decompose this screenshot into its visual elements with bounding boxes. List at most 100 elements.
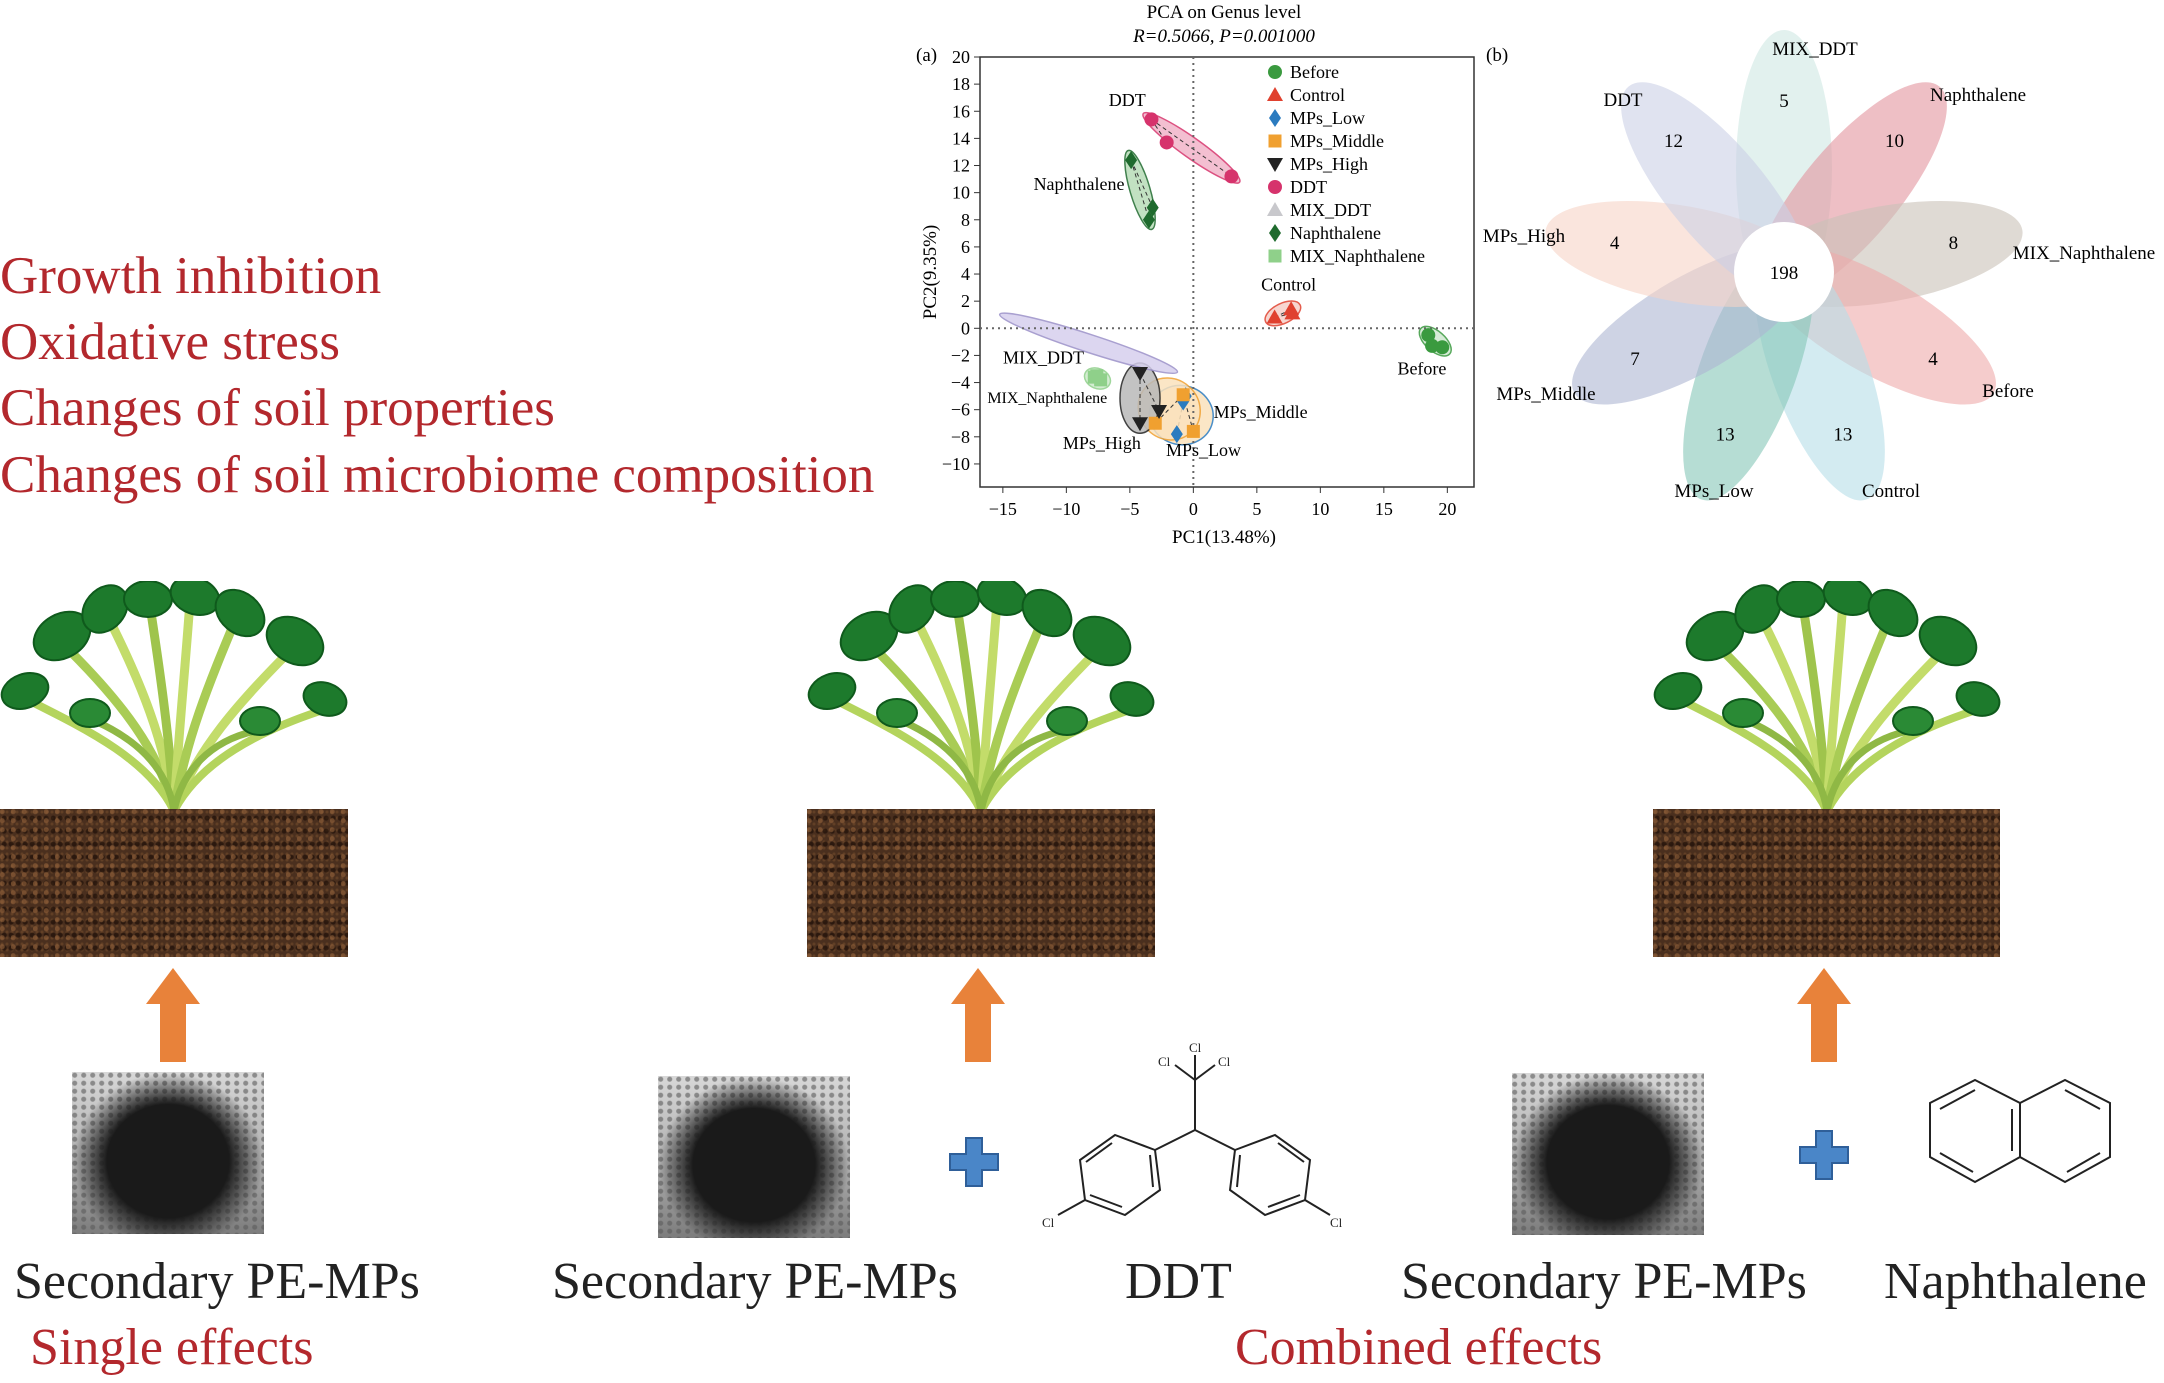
pca-y-axis-label: PC2(9.35%) xyxy=(920,225,941,319)
legend-marker xyxy=(1267,87,1283,101)
legend-marker xyxy=(1269,224,1281,242)
panel-a-label: (a) xyxy=(916,45,937,66)
venn-core xyxy=(1734,222,1834,322)
pe-mps-powder-image xyxy=(1512,1073,1704,1235)
annotation-label: MPs_Low xyxy=(1166,440,1241,460)
annotation-label: MPs_High xyxy=(1063,433,1141,453)
venn-unique-count: 13 xyxy=(1833,425,1852,446)
venn-petal-label: MPs_Middle xyxy=(1496,384,1595,405)
pca-points xyxy=(1087,112,1450,444)
y-tick-label: 4 xyxy=(961,264,970,284)
effect-microbiome-composition: Changes of soil microbiome composition xyxy=(0,446,875,504)
point-control xyxy=(1284,305,1301,320)
point-ddt xyxy=(1159,135,1174,150)
venn-flower-diagram: 198 5 MIX_DDT 10 Naphthalene 8 MIX_Naphthalene… xyxy=(1483,30,2155,502)
y-tick-label: −8 xyxy=(951,427,970,447)
pca-title: PCA on Genus level xyxy=(1147,2,1302,23)
legend-item: Before xyxy=(1290,62,1339,82)
legend-item: Control xyxy=(1290,85,1345,105)
effect-soil-properties: Changes of soil properties xyxy=(0,379,555,437)
x-tick-label: −5 xyxy=(1120,499,1139,519)
venn-unique-count: 4 xyxy=(1610,233,1620,254)
atom-cl: Cl xyxy=(1158,1054,1171,1069)
group-link xyxy=(1139,372,1160,412)
legend-marker xyxy=(1268,134,1282,148)
atom-cl: Cl xyxy=(1042,1215,1055,1230)
venn-petal-label: MPs_Low xyxy=(1674,481,1753,502)
ellipse-mix-ddt xyxy=(998,312,1179,375)
plus-icon xyxy=(948,1136,1000,1188)
point-mps-high xyxy=(1151,405,1168,420)
plant-image xyxy=(1653,581,2001,811)
x-tick-label: 0 xyxy=(1189,499,1198,519)
legend-item: DDT xyxy=(1290,177,1327,197)
atom-cl: Cl xyxy=(1189,1040,1202,1055)
pca-legend: Before Control MPs_Low MPs_Middle MPs_High DD… xyxy=(1267,62,1425,266)
annotation-label: Control xyxy=(1261,274,1316,294)
soil-image xyxy=(1653,809,2000,957)
venn-unique-count: 10 xyxy=(1885,131,1904,152)
venn-petal-label: MIX_Naphthalene xyxy=(2013,243,2155,264)
plant-image xyxy=(0,581,348,811)
pca-axes: −15 −10 −5 0 5 10 15 20 −10 −8 −6 −4 −2 0 2 4 6 8 10 12 14 16… xyxy=(942,47,1475,519)
legend-marker xyxy=(1268,65,1282,79)
legend-item: MIX_Naphthalene xyxy=(1290,246,1425,266)
x-tick-label: 5 xyxy=(1252,499,1261,519)
combined-effects-label: Combined effects xyxy=(1235,1319,1603,1376)
venn-petal-label: MPs_High xyxy=(1483,226,1566,247)
pca-annotations: DDT Naphthalene Control Before MIX_DDT MIX_Na… xyxy=(987,90,1446,460)
venn-core-count: 198 xyxy=(1770,263,1799,284)
plant-image xyxy=(807,581,1155,811)
point-naphthalene xyxy=(1125,151,1138,170)
point-ddt xyxy=(1224,169,1239,184)
legend-marker xyxy=(1267,158,1283,172)
legend-marker xyxy=(1269,109,1281,127)
venn-unique-count: 5 xyxy=(1779,91,1789,112)
point-mps-middle xyxy=(1148,416,1162,430)
point-control xyxy=(1266,309,1283,324)
x-tick-label: 15 xyxy=(1375,499,1393,519)
legend-item: MPs_Middle xyxy=(1290,131,1384,151)
caption-ddt: DDT xyxy=(1125,1253,1232,1310)
soil-image xyxy=(807,809,1155,957)
y-tick-label: 10 xyxy=(952,183,970,203)
point-mix-naphthalene xyxy=(1087,370,1101,384)
y-tick-label: 8 xyxy=(961,210,970,230)
point-mps-high xyxy=(1132,417,1149,432)
caption-pe-mps: Secondary PE-MPs xyxy=(552,1253,958,1310)
legend-item: Naphthalene xyxy=(1290,223,1381,243)
group-link xyxy=(1151,118,1232,177)
venn-unique-count: 4 xyxy=(1928,349,1938,370)
venn-unique-count: 7 xyxy=(1630,349,1640,370)
arrow-up-icon xyxy=(146,968,200,1062)
venn-unique-count: 13 xyxy=(1716,425,1735,446)
annotation-label: MPs_Middle xyxy=(1214,402,1308,422)
venn-petal-label: Before xyxy=(1982,381,2034,402)
y-tick-label: −10 xyxy=(942,454,970,474)
soil-image xyxy=(0,809,348,957)
pca-chart: PCA on Genus level R=0.5066, P=0.001000 … xyxy=(916,2,2155,548)
y-tick-label: 18 xyxy=(952,74,970,94)
single-effects-label: Single effects xyxy=(30,1319,314,1376)
annotation-label: MIX_DDT xyxy=(1003,348,1084,368)
point-mps-middle xyxy=(1176,388,1190,402)
venn-petal-label: DDT xyxy=(1603,90,1642,111)
pca-subtitle: R=0.5066, P=0.001000 xyxy=(1132,26,1315,47)
point-before xyxy=(1421,328,1436,343)
y-tick-label: 6 xyxy=(961,237,970,257)
legend-marker xyxy=(1267,202,1283,216)
y-tick-label: −6 xyxy=(951,400,970,420)
y-tick-label: −4 xyxy=(951,373,970,393)
pe-mps-powder-image xyxy=(72,1072,264,1234)
arrow-up-icon xyxy=(1797,968,1851,1062)
x-tick-label: −15 xyxy=(989,499,1017,519)
y-tick-label: 16 xyxy=(952,101,970,121)
point-mps-middle xyxy=(1186,424,1200,438)
legend-marker xyxy=(1268,249,1282,263)
annotation-label: Naphthalene xyxy=(1034,174,1125,194)
y-tick-label: 20 xyxy=(952,47,970,67)
y-tick-label: 2 xyxy=(961,291,970,311)
pca-x-axis-label: PC1(13.48%) xyxy=(1172,527,1276,548)
annotation-label: DDT xyxy=(1109,90,1146,110)
group-link xyxy=(1130,159,1150,220)
